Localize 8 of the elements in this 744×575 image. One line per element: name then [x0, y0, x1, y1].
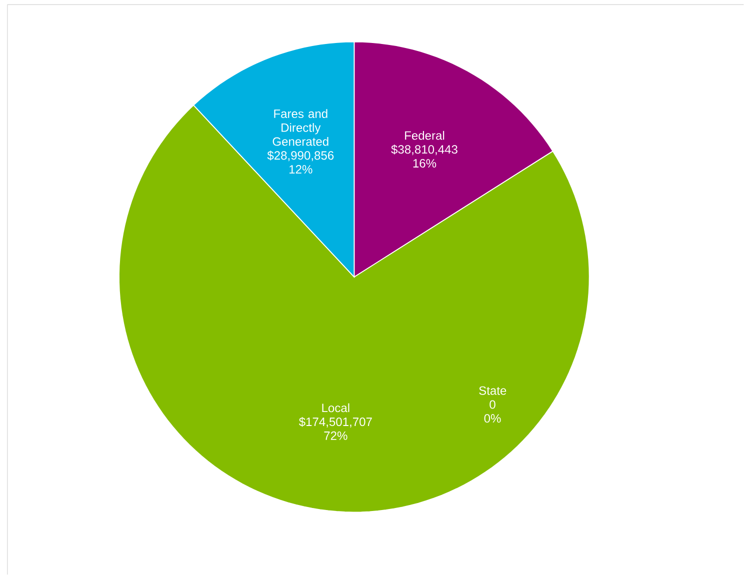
data-label: $28,990,856 12% [267, 150, 334, 174]
category-label: State [479, 386, 506, 395]
slice-label: Federal [405, 131, 444, 140]
text: 0 0% [484, 400, 501, 423]
data-label: $174,501,707 72% [298, 417, 372, 440]
slice-label: Local [322, 403, 350, 412]
data-label: $38,810,443 16% [391, 144, 458, 168]
slice-label: Fares and Directly Generated [272, 109, 328, 146]
